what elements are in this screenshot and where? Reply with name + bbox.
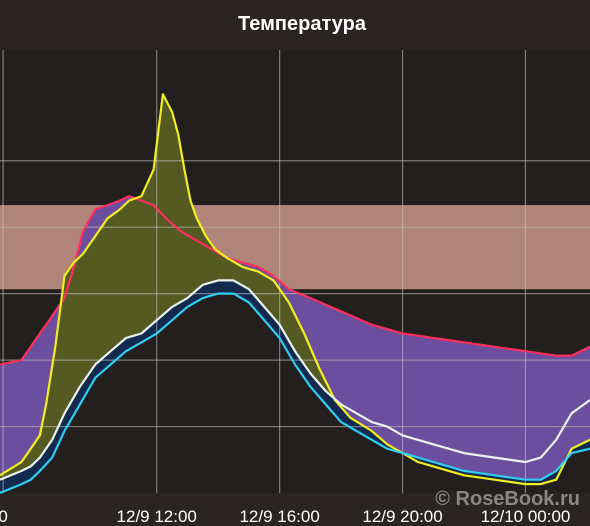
chart-title: Температура: [238, 13, 367, 35]
white-series-line: [0, 279, 590, 481]
x-tick-label: 12/9 20:00: [362, 507, 442, 526]
grid-layer: [0, 50, 590, 493]
lower-range-fill: [0, 280, 590, 493]
yellow-series-line: [0, 93, 590, 486]
cyan-series-line: [0, 292, 590, 495]
night-fill: [0, 96, 590, 485]
watermark: © RoseBook.ru: [435, 488, 580, 510]
fill-layer: [0, 96, 590, 493]
x-tick-label: 12/9 12:00: [117, 507, 197, 526]
x-tick-label: 12/10 00:00: [481, 507, 571, 526]
x-tick-label: 12/9 16:00: [239, 507, 319, 526]
series-lines: [0, 93, 590, 495]
x-tick-labels: 0 12/9 12:00 12/9 16:00 12/9 20:00 12/10 00:…: [0, 507, 570, 526]
x-tick-label: 0: [0, 507, 8, 526]
overlap-fill: [0, 196, 590, 485]
